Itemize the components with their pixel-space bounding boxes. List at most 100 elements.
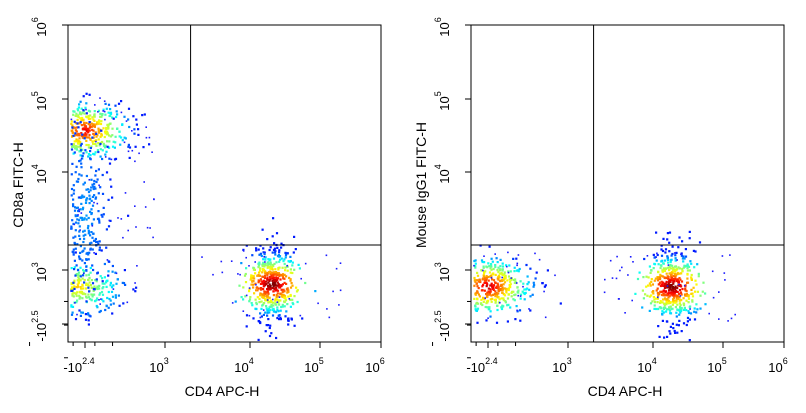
event-dot [543,290,545,293]
event-dot [90,231,93,234]
event-dot [78,173,81,176]
event-dot [80,174,83,177]
event-dot [289,260,292,263]
event-dot [74,235,77,238]
event-dot [276,246,279,249]
event-dot [74,129,77,132]
event-dot [85,174,88,178]
event-dot [665,308,668,311]
event-dot [275,278,278,281]
event-dot [80,166,83,169]
event-dot [87,109,90,112]
event-dot [80,113,83,116]
event-dot [497,270,500,274]
event-dot [143,181,145,183]
event-dot [512,278,516,282]
event-dot [85,136,88,139]
event-dot [718,291,720,293]
event-dot [269,301,272,304]
event-dot [277,272,280,275]
event-dot [473,284,476,287]
event-dot [71,126,74,129]
event-dot [685,289,688,293]
event-dot [529,267,532,270]
event-dot [269,267,272,270]
event-dot [107,270,110,273]
event-dot [257,264,260,267]
event-dot [85,252,88,255]
event-dot [262,251,265,254]
right-x-axis-title: CD4 APC-H [588,383,663,399]
event-dot [78,297,81,300]
event-dot [494,295,497,298]
event-dot [657,270,660,273]
event-dot [497,283,500,287]
event-dot [476,307,480,310]
event-dot [83,112,86,115]
event-dot [81,283,84,286]
event-dot [473,264,475,267]
event-dot [111,145,115,148]
event-dot [251,276,254,279]
event-dot [674,265,677,268]
event-dot [261,265,264,268]
event-dot [72,189,76,192]
event-dot [259,244,262,247]
event-dot [114,104,117,107]
event-dot [686,281,690,284]
event-dot [94,187,97,190]
event-dot [268,311,271,314]
event-dot [97,243,100,246]
event-dot [679,278,682,281]
event-dot [291,298,294,301]
event-dot [680,330,683,333]
event-dot [510,277,512,279]
event-dot [79,208,82,211]
event-dot [496,269,499,272]
event-dot [74,206,77,209]
event-dot [501,273,504,276]
event-dot [151,151,153,153]
event-dot [508,264,511,267]
event-dot [134,282,136,284]
event-dot [656,253,659,257]
event-dot [275,303,278,306]
event-dot [267,272,270,275]
left-plot-frame [67,24,382,343]
event-dot [100,213,103,217]
event-dot [491,278,494,281]
event-dot [665,280,668,283]
event-dot [258,297,261,300]
event-dot [672,266,675,269]
event-dot [277,310,280,313]
event-dot [91,204,95,207]
event-dot [280,295,283,298]
event-dot [88,194,91,197]
event-dot [690,273,693,277]
event-dot [476,271,479,274]
event-dot [101,157,104,161]
event-dot [266,238,269,241]
event-dot [655,289,658,292]
event-dot [270,266,273,269]
event-dot [255,284,257,286]
event-dot [492,272,495,275]
event-dot [261,271,264,274]
event-dot [127,143,130,146]
event-dot [96,272,99,275]
event-dot [335,267,338,270]
event-dot [485,275,488,278]
event-dot [501,291,504,294]
event-dot [653,298,656,301]
event-dot [282,260,285,263]
event-dot [272,282,275,286]
event-dot [474,305,477,308]
event-dot [513,270,516,273]
event-dot [99,97,101,99]
event-dot [108,134,111,137]
event-dot [91,140,94,143]
event-dot [272,217,275,220]
event-dot [276,271,279,275]
event-dot [276,277,280,280]
